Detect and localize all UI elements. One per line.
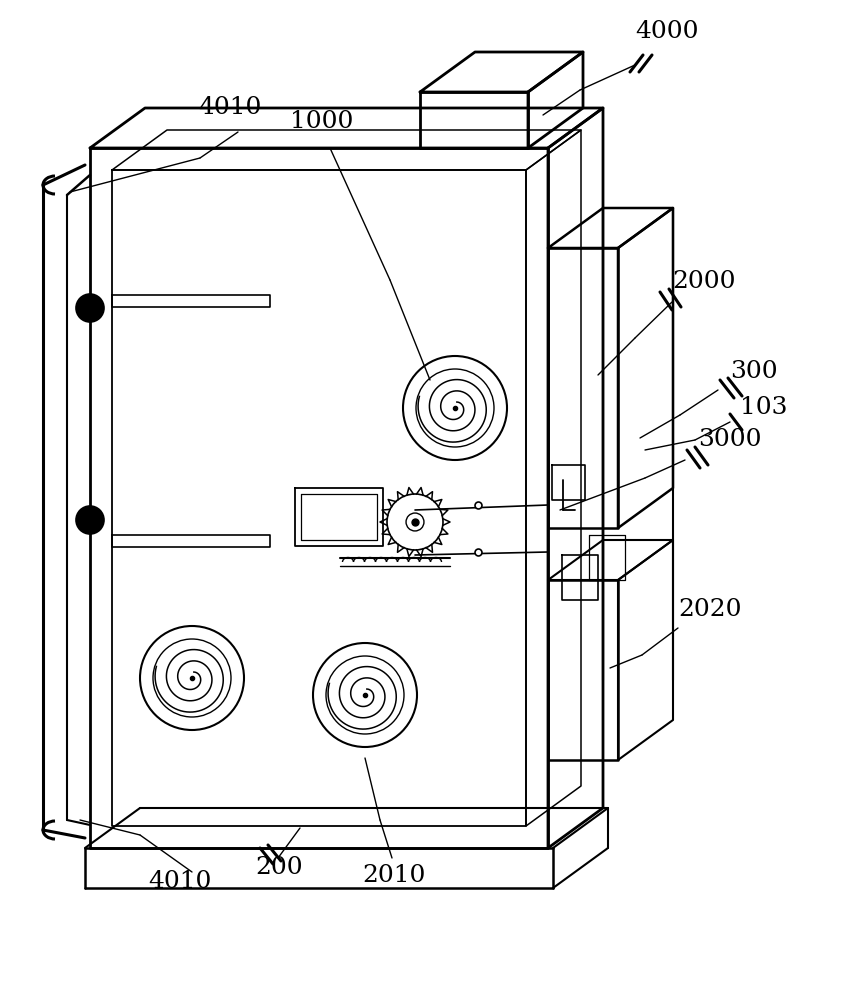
Text: 2010: 2010 (362, 863, 425, 886)
Text: 300: 300 (730, 360, 778, 383)
Text: 2000: 2000 (672, 270, 735, 294)
Text: 4010: 4010 (148, 870, 212, 894)
Text: 4010: 4010 (198, 97, 262, 119)
Text: 3000: 3000 (698, 428, 761, 452)
Text: 1000: 1000 (290, 110, 353, 133)
Circle shape (76, 506, 104, 534)
Text: 2020: 2020 (678, 598, 741, 621)
Circle shape (76, 294, 104, 322)
Text: 200: 200 (255, 856, 302, 880)
Text: 4000: 4000 (635, 20, 699, 43)
Text: 103: 103 (740, 396, 788, 420)
